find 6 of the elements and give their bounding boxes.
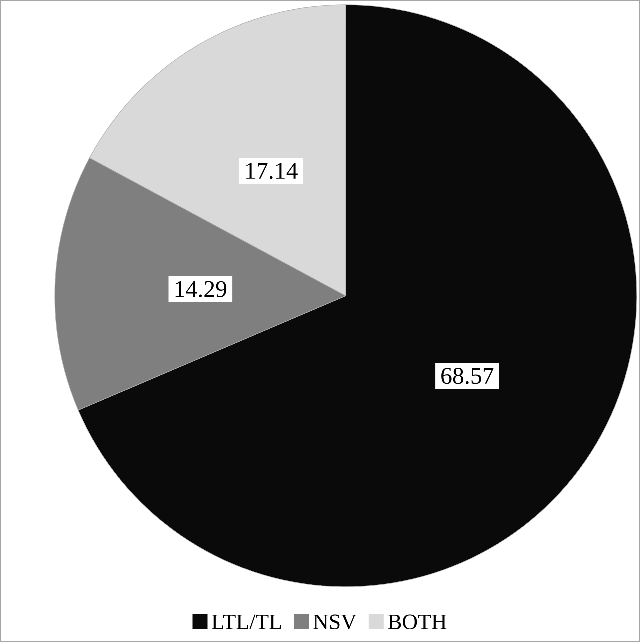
legend-label: BOTH [388,614,447,630]
legend-label: NSV [314,614,357,630]
data-label: 14.29 [176,281,227,298]
data-label: 17.14 [246,163,298,180]
data-label: 68.57 [442,368,494,384]
legend-label: LTL/TL [212,614,282,630]
